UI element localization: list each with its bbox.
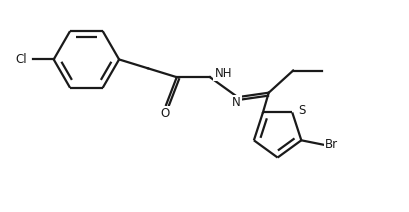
Text: Cl: Cl bbox=[16, 53, 27, 66]
Text: O: O bbox=[160, 107, 169, 120]
Text: NH: NH bbox=[214, 67, 231, 80]
Text: Br: Br bbox=[324, 138, 337, 151]
Text: S: S bbox=[297, 104, 304, 117]
Text: N: N bbox=[231, 96, 240, 109]
